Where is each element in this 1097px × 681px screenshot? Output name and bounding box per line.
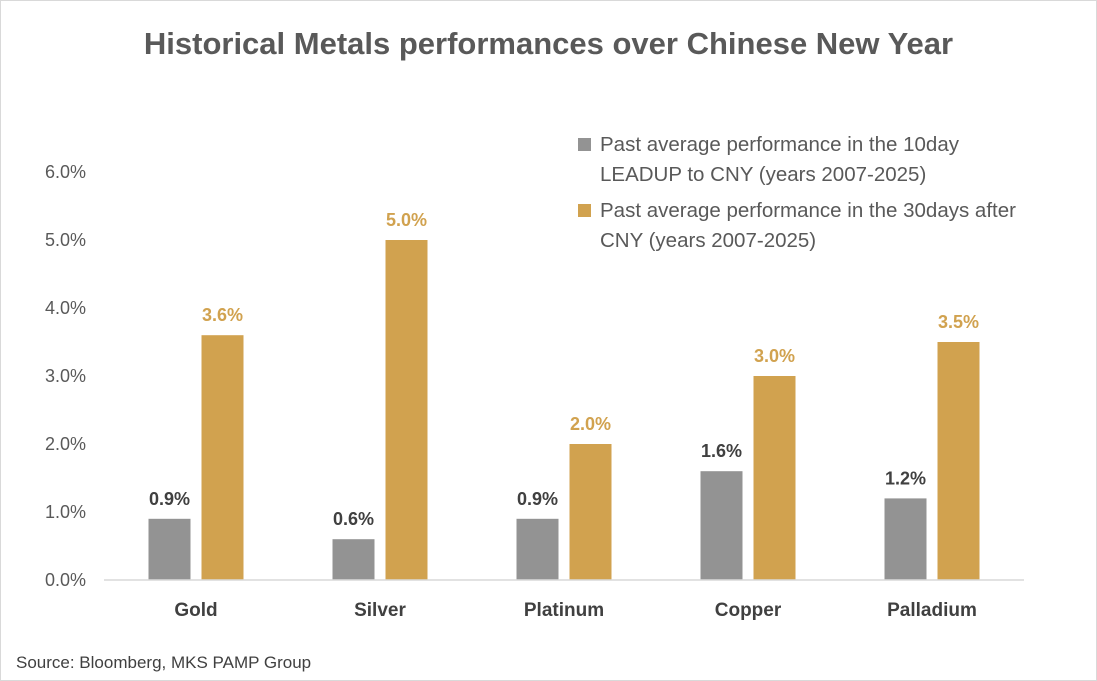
x-tick-label-silver: Silver [354,600,406,621]
bar-platinum-series-1 [516,518,559,580]
value-label-palladium-series-2: 3.5% [938,312,979,332]
legend-swatch-leadup [578,138,591,151]
bar-gold-series-1 [148,518,191,580]
value-label-silver-series-2: 5.0% [386,210,427,230]
y-tick-label: 2.0% [45,434,86,454]
y-tick-label: 0.0% [45,570,86,590]
bar-silver-series-2 [385,240,428,580]
x-axis-labels: Gold Silver Platinum Copper Palladium [174,600,977,621]
bar-platinum-series-2 [569,444,612,580]
value-label-platinum-series-1: 0.9% [517,489,558,509]
value-label-copper-series-1: 1.6% [701,441,742,461]
y-axis-ticks: 0.0% 1.0% 2.0% 3.0% 4.0% 5.0% 6.0% [45,162,86,590]
value-label-palladium-series-1: 1.2% [885,468,926,488]
bar-copper-series-1 [700,471,743,580]
chart-title: Historical Metals performances over Chin… [143,26,954,61]
legend-label-after: Past average performance in the 30days a… [600,199,1016,252]
x-tick-label-gold: Gold [174,600,217,621]
bar-palladium-series-1 [884,498,927,580]
bar-copper-series-2 [753,376,796,580]
x-tick-label-palladium: Palladium [887,600,977,621]
value-label-gold-series-1: 0.9% [149,489,190,509]
y-tick-label: 5.0% [45,230,86,250]
bars [148,240,980,580]
x-tick-label-platinum: Platinum [524,600,604,621]
value-label-platinum-series-2: 2.0% [570,414,611,434]
legend-item-leadup: Past average performance in the 10day LE… [578,130,1078,190]
x-tick-label-copper: Copper [715,600,782,621]
value-label-silver-series-1: 0.6% [333,509,374,529]
bar-gold-series-2 [201,335,244,580]
legend-label-leadup: Past average performance in the 10day LE… [600,133,959,186]
value-label-copper-series-2: 3.0% [754,346,795,366]
value-labels: 0.9% 3.6% 0.6% 5.0% 0.9% 2.0% 1.6% 3.0% 1.2% 3.5% [149,210,979,529]
y-tick-label: 4.0% [45,298,86,318]
y-tick-label: 6.0% [45,162,86,182]
y-tick-label: 3.0% [45,366,86,386]
value-label-gold-series-2: 3.6% [202,305,243,325]
legend-swatch-after [578,204,591,217]
y-tick-label: 1.0% [45,502,86,522]
bar-palladium-series-2 [937,342,980,580]
legend: Past average performance in the 10day LE… [578,130,1078,262]
bar-silver-series-1 [332,539,375,580]
source-note: Source: Bloomberg, MKS PAMP Group [16,653,312,672]
legend-item-after: Past average performance in the 30days a… [578,196,1078,256]
